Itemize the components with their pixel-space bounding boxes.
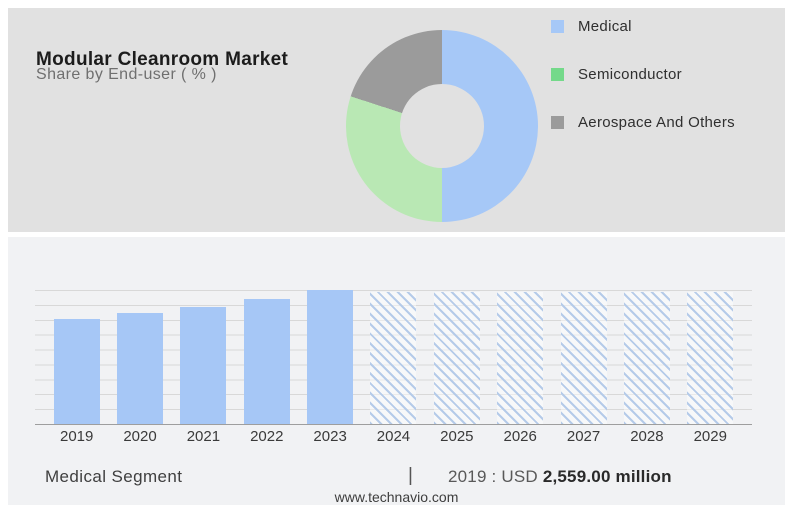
- legend-label: Aerospace And Others: [578, 114, 735, 131]
- bottom-panel: 2019 2020 2021 2022 2023 2024 2025 2026 2027 2028…: [8, 237, 785, 505]
- bar-column-2020: [108, 290, 171, 424]
- legend-item-semiconductor: Semiconductor: [551, 66, 735, 83]
- bar-column-2027: [552, 290, 615, 424]
- bar-column-2025: [425, 290, 488, 424]
- bar-2029: [687, 292, 734, 424]
- bar-column-2028: [615, 290, 678, 424]
- legend-label: Semiconductor: [578, 66, 682, 83]
- x-axis-label-2022: 2022: [250, 428, 284, 445]
- value-annotation: 2019 : USD 2,559.00 million: [448, 467, 672, 487]
- bar-column-2022: [235, 290, 298, 424]
- segment-label: Medical Segment: [45, 467, 183, 486]
- x-axis-label-2024: 2024: [376, 428, 411, 445]
- x-axis-labels: 2019 2020 2021 2022 2023 2024 2025 2026 2027 2028…: [35, 428, 752, 445]
- legend-swatch-semiconductor: [551, 68, 564, 81]
- bar-series: [35, 290, 752, 424]
- legend-swatch-medical: [551, 20, 564, 33]
- bar-2025: [433, 292, 480, 424]
- bar-2022: [243, 299, 290, 424]
- x-axis-label-2026: 2026: [503, 428, 537, 445]
- donut-chart: [346, 30, 538, 222]
- x-axis-label-2027: 2027: [566, 428, 601, 445]
- bar-column-2023: [298, 290, 361, 424]
- x-axis-label-2028: 2028: [630, 428, 664, 445]
- bar-2024: [370, 292, 417, 424]
- bar-column-2021: [172, 290, 235, 424]
- footer-separator: |: [408, 465, 413, 486]
- x-axis-label-2023: 2023: [313, 428, 347, 445]
- value-amount: 2,559.00 million: [542, 467, 672, 486]
- bar-column-2026: [489, 290, 552, 424]
- bar-column-2024: [362, 290, 425, 424]
- bar-2020: [117, 312, 164, 424]
- x-axis-label-2020: 2020: [123, 428, 157, 445]
- x-axis-label-2029: 2029: [693, 428, 727, 445]
- legend-item-aerospace-and-others: Aerospace And Others: [551, 114, 735, 131]
- value-prefix: 2019 : USD: [448, 467, 538, 486]
- x-axis-label-2021: 2021: [186, 428, 221, 445]
- bar-2021: [180, 307, 227, 424]
- bar-2023: [307, 290, 354, 424]
- donut-hole: [400, 84, 484, 168]
- top-panel: Modular Cleanroom Market Share by End-us…: [8, 8, 785, 232]
- x-axis-label-2025: 2025: [440, 428, 474, 445]
- page-title: Modular Cleanroom Market: [36, 48, 289, 70]
- website-url: www.technavio.com: [334, 489, 459, 505]
- legend: Medical Semiconductor Aerospace And Othe…: [551, 18, 735, 131]
- bar-chart-plot: [35, 290, 752, 425]
- legend-swatch-aerospace-and-others: [551, 116, 564, 129]
- bar-2019: [53, 319, 100, 424]
- page-subtitle: Share by End-user ( % ): [36, 66, 217, 83]
- legend-label: Medical: [578, 18, 632, 35]
- bar-column-2019: [45, 290, 108, 424]
- bar-column-2029: [679, 290, 742, 424]
- bar-2026: [497, 292, 544, 424]
- legend-item-medical: Medical: [551, 18, 735, 35]
- x-axis-label-2019: 2019: [59, 428, 94, 445]
- bar-2027: [560, 292, 607, 424]
- bar-2028: [623, 292, 670, 424]
